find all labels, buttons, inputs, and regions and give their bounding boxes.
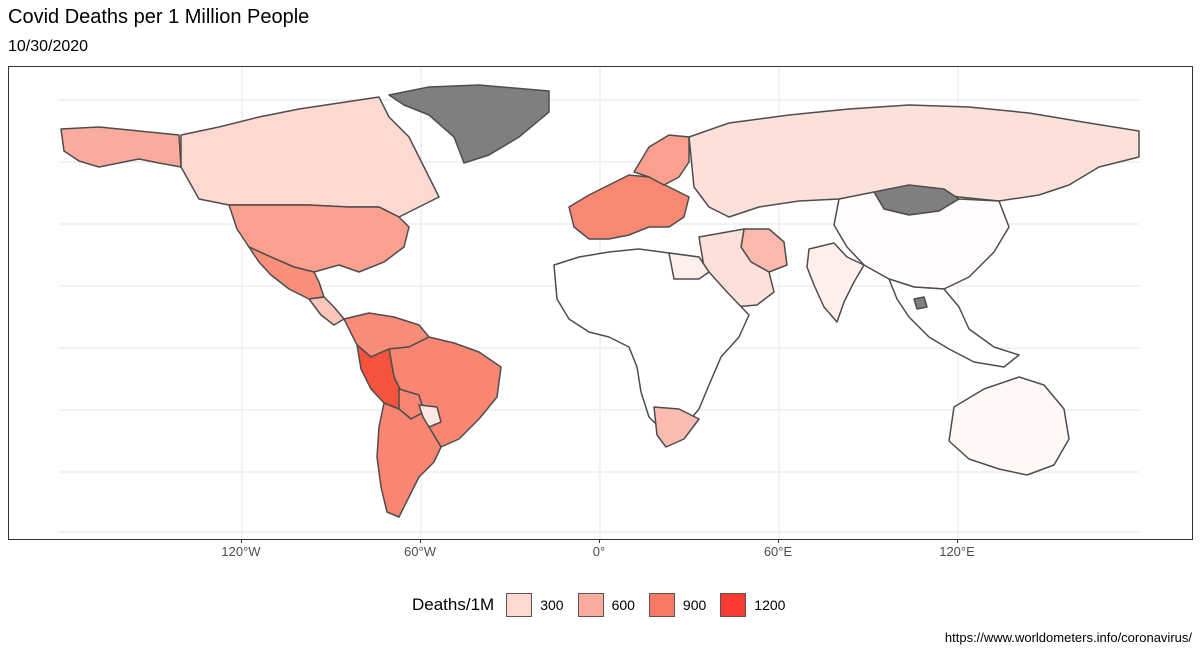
region-india [806,242,865,323]
map-panel [8,66,1193,540]
region-chile-argentina [376,402,442,518]
world-map [59,67,1140,539]
legend-item: 900 [648,593,707,617]
map-title: Covid Deaths per 1 Million People [8,6,310,28]
region-africa [553,248,750,433]
tick-mark-60w [420,539,421,543]
region-canada [180,96,440,218]
region-egypt [668,252,710,280]
tick-mark-60e [778,539,779,543]
region-central-america [308,296,345,326]
legend-swatch [577,593,604,617]
countries [60,84,1140,518]
region-paraguay [418,404,442,428]
region-south-africa [653,406,700,448]
legend-swatch [506,593,533,617]
region-greenland [388,84,550,164]
legend-label: 600 [611,597,635,613]
region-europe-west [568,174,690,240]
legend: Deaths/1M 300 600 900 1200 [412,592,799,618]
legend-label: 1200 [754,597,786,613]
region-scandinavia [633,134,690,186]
legend-title: Deaths/1M [412,595,495,614]
legend-label: 900 [682,597,707,613]
region-usa [228,204,410,273]
x-tick-label: 120°E [939,544,975,559]
legend-item: 300 [506,593,564,617]
region-russia [688,104,1140,218]
x-tick-label: 0° [592,544,606,559]
map-subtitle: 10/30/2020 [8,38,89,55]
tick-mark-120e [957,539,958,543]
legend-swatch [720,593,747,617]
region-alaska-canada-north [60,126,182,168]
legend-label: 300 [540,597,564,613]
region-southeast-asia [888,278,1020,368]
region-cambodia [913,296,928,310]
x-tick-label: 60°W [404,544,436,559]
region-china [833,191,1010,290]
tick-mark-0 [599,539,600,543]
x-tick-label: 120°W [221,544,261,559]
region-australia [948,376,1070,476]
tick-mark-120w [241,539,242,543]
legend-swatch [648,593,675,617]
x-tick-label: 60°E [763,544,793,559]
source-caption: https://www.worldometers.info/coronaviru… [944,630,1192,645]
legend-item: 600 [577,593,635,617]
legend-item: 1200 [720,593,785,617]
